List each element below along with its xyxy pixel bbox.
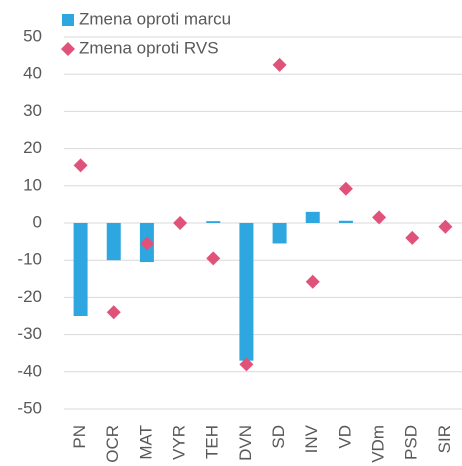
x-tick-label: PSD	[402, 425, 421, 460]
bar	[338, 220, 353, 223]
bar	[272, 223, 287, 244]
x-tick-label: SIR	[435, 425, 454, 453]
marker	[305, 274, 320, 289]
y-tick-label: -10	[17, 250, 42, 269]
y-tick-label: 10	[23, 175, 42, 194]
x-tick-label: OCR	[103, 425, 122, 463]
bar	[206, 221, 221, 223]
legend-label: Zmena oproti RVS	[79, 38, 219, 57]
y-tick-label: -40	[17, 361, 42, 380]
bar	[305, 211, 320, 223]
y-tick-label: 30	[23, 101, 42, 120]
marker	[173, 216, 188, 230]
marker	[239, 357, 254, 372]
legend-swatch	[61, 42, 75, 56]
x-tick-label: DVN	[236, 425, 255, 461]
bar	[239, 223, 254, 361]
marker	[438, 219, 453, 234]
legend-label: Zmena oproti marcu	[79, 9, 231, 28]
y-tick-label: 0	[33, 212, 42, 231]
x-tick-label: VDm	[369, 425, 388, 463]
marker	[206, 251, 221, 266]
marker	[73, 158, 88, 173]
y-tick-label: -50	[17, 398, 42, 417]
y-tick-label: 50	[23, 26, 42, 45]
y-tick-label: -30	[17, 324, 42, 343]
x-tick-label: INV	[302, 424, 321, 453]
marker	[338, 181, 353, 196]
y-tick-label: -20	[17, 287, 42, 306]
x-tick-label: VYR	[170, 425, 189, 460]
marker	[106, 305, 121, 320]
marker	[405, 230, 420, 245]
y-tick-label: 20	[23, 138, 42, 157]
marker	[372, 210, 387, 225]
x-tick-label: PN	[70, 425, 89, 449]
legend-swatch	[62, 14, 74, 26]
marker	[139, 236, 154, 251]
marker	[272, 57, 287, 72]
x-tick-label: MAT	[136, 425, 155, 460]
x-tick-label: SD	[269, 425, 288, 449]
bar	[73, 223, 88, 316]
bar	[106, 223, 121, 261]
x-tick-label: TEH	[203, 425, 222, 459]
y-tick-label: 40	[23, 64, 42, 83]
x-tick-label: VD	[335, 425, 354, 449]
